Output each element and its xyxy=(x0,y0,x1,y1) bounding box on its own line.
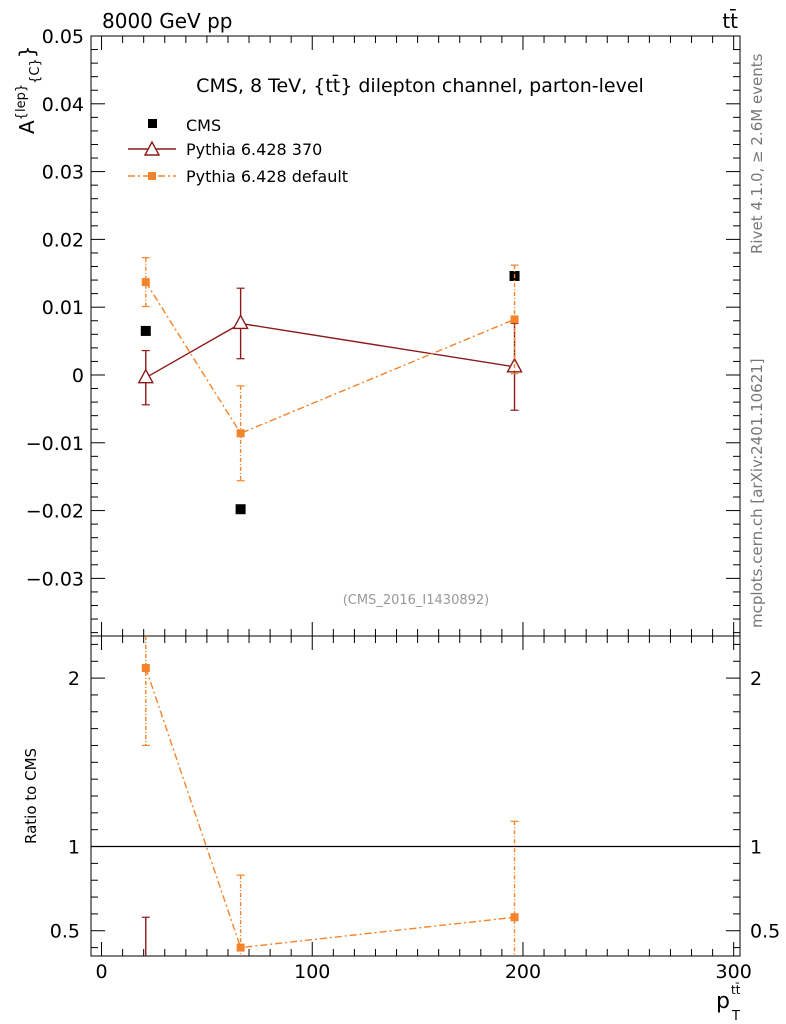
data-point-pythia-6-428-default xyxy=(510,315,519,324)
x-tick-label: 0 xyxy=(95,961,107,983)
ratio-y-tick-labels: 0.5 0.5 1 1 2 2 xyxy=(50,668,780,943)
analysis-watermark: (CMS_2016_I1430892) xyxy=(343,593,490,608)
ratio-y-tick-label-left: 2 xyxy=(68,668,80,690)
energy-label: 8000 GeV pp xyxy=(102,9,233,33)
chart-title: CMS, 8 TeV, {tt̄} dilepton channel, part… xyxy=(196,73,644,97)
main-axis-ticks xyxy=(91,35,740,636)
ratio-y-tick-label-left: 1 xyxy=(68,837,80,859)
series-line-pythia-6-428-370 xyxy=(145,322,515,379)
svg-text:p: p xyxy=(716,989,730,1014)
x-tick-label: 100 xyxy=(294,961,330,983)
y-tick-label: −0.03 xyxy=(26,568,84,590)
ratio-y-axis-label: Ratio to CMS xyxy=(22,748,40,844)
x-tick-labels: 0 100 200 300 xyxy=(95,961,751,983)
mcplots-source-label: mcplots.cern.ch [arXiv:2401.10621] xyxy=(748,358,766,628)
main-y-axis-label: A{lep}{C}} xyxy=(14,46,43,134)
legend: CMS Pythia 6.428 370 Pythia 6.428 defaul… xyxy=(128,116,348,186)
process-label: tt̄ xyxy=(722,8,738,33)
ratio-plot-frame xyxy=(90,635,741,957)
svg-text:A{lep}{C}}: A{lep}{C}} xyxy=(14,46,43,134)
y-label-sub: {C} xyxy=(28,58,43,84)
data-point-pythia-6-428-default xyxy=(141,278,150,287)
ratio-point-pythia-6-428-default xyxy=(510,913,519,922)
x-tick-label: 200 xyxy=(505,961,541,983)
y-tick-label: 0.03 xyxy=(42,162,84,184)
y-tick-label: −0.01 xyxy=(26,433,84,455)
main-y-tick-labels: 0.05 0.04 0.03 0.02 0.01 0 −0.01 −0.02 −0.03 xyxy=(26,26,84,590)
legend-py370-marker xyxy=(143,140,161,156)
legend-pydef-marker xyxy=(148,172,156,180)
rivet-version-label: Rivet 4.1.0, ≥ 2.6M events xyxy=(748,53,766,254)
ratio-line-pythia-6-428-default xyxy=(145,667,515,949)
legend-pydef-label: Pythia 6.428 default xyxy=(186,167,348,186)
x-tick-label: 300 xyxy=(716,961,752,983)
data-point-cms xyxy=(140,325,151,336)
y-tick-label: 0.05 xyxy=(42,26,84,48)
legend-cms-label: CMS xyxy=(186,116,221,135)
y-label-close: } xyxy=(15,46,39,59)
y-tick-label: −0.02 xyxy=(26,501,84,523)
data-point-cms xyxy=(235,504,246,515)
x-label-sub: T xyxy=(731,1009,740,1024)
legend-cms-marker xyxy=(148,119,157,128)
y-label-sup: {lep} xyxy=(14,84,29,120)
ratio-axis-ticks xyxy=(91,636,740,956)
ratio-point-pythia-6-428-default xyxy=(141,664,150,672)
ratio-y-tick-label-left: 0.5 xyxy=(50,921,80,943)
ratio-y-tick-label-right: 0.5 xyxy=(750,921,780,943)
ratio-point-pythia-6-428-default xyxy=(236,943,245,952)
data-point-pythia-6-428-370 xyxy=(232,313,249,330)
legend-py370-label: Pythia 6.428 370 xyxy=(186,140,322,159)
main-data-layer xyxy=(137,257,523,515)
ratio-y-tick-label-right: 2 xyxy=(750,668,762,690)
y-tick-label: 0.02 xyxy=(42,229,84,251)
series-line-pythia-6-428-default xyxy=(145,281,515,435)
y-tick-label: 0.01 xyxy=(42,297,84,319)
y-tick-label: 0.04 xyxy=(42,94,84,116)
y-tick-label: 0 xyxy=(72,365,84,387)
data-point-pythia-6-428-370 xyxy=(137,368,154,384)
x-label-base: p xyxy=(716,989,730,1014)
x-label-sup: tt̄ xyxy=(731,983,741,997)
x-axis-label: p tt̄ T xyxy=(716,983,741,1024)
y-label-base: A xyxy=(15,120,39,134)
ratio-data-layer xyxy=(91,636,740,956)
data-point-pythia-6-428-default xyxy=(236,429,245,438)
ratio-y-tick-label-right: 1 xyxy=(750,837,762,859)
